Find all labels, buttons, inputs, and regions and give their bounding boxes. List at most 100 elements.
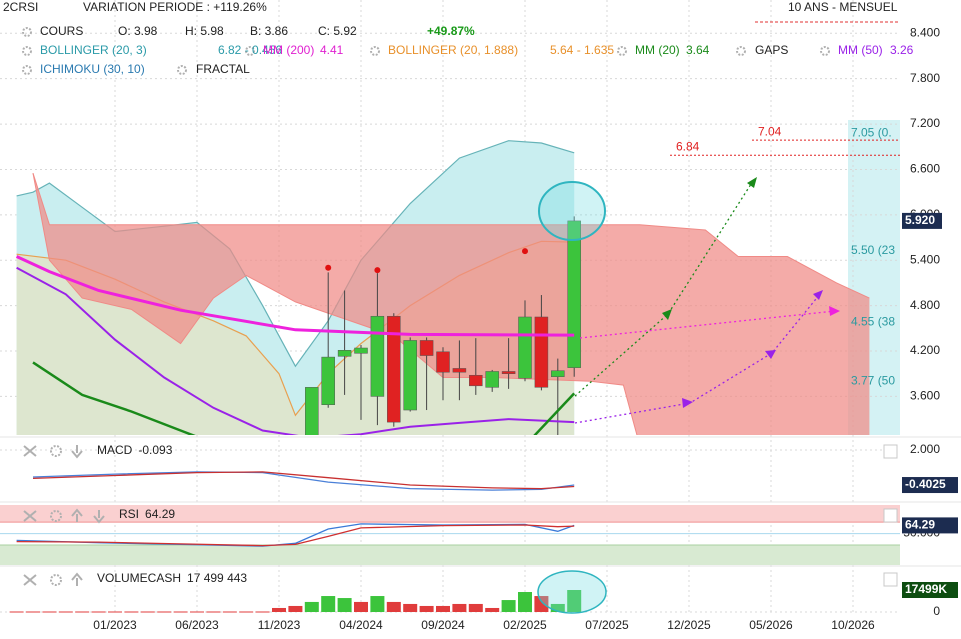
y-tick-label: 4.200: [910, 343, 940, 357]
indicator-value: 4.41: [320, 43, 344, 57]
volume-bar: [124, 611, 139, 613]
indicator-name[interactable]: MM (50): [838, 43, 883, 57]
up-icon[interactable]: [71, 508, 83, 522]
indicator-value: 3.26: [890, 43, 914, 57]
down-icon[interactable]: [93, 510, 105, 524]
close-icon[interactable]: [23, 574, 37, 586]
period[interactable]: 10 ANS - MENSUEL: [788, 0, 898, 14]
volume-bar: [108, 611, 122, 613]
checkbox[interactable]: [883, 508, 898, 523]
projection-arrows: [662, 177, 840, 408]
candle-body: [485, 371, 499, 388]
volume-bar: [567, 590, 582, 612]
value-tag-label: -0.4025: [905, 477, 946, 491]
gear-icon[interactable]: [50, 510, 62, 522]
gear-icon[interactable]: [50, 574, 62, 586]
checkbox[interactable]: [883, 572, 898, 587]
last-price-tag: [902, 212, 942, 229]
quote-high: H: 5.98: [185, 24, 224, 38]
candle-body: [321, 356, 335, 405]
close-icon[interactable]: [23, 510, 37, 522]
volume-panel: [9, 590, 582, 613]
fibo-level: 7.05 (0.: [851, 126, 892, 140]
panel-value: 17 499 443: [187, 571, 247, 585]
x-tick-label: 12/2025: [667, 618, 711, 632]
volume-tools: [23, 572, 83, 586]
gear-icon[interactable]: [50, 445, 62, 457]
x-tick-label: 09/2024: [421, 618, 465, 632]
macd-panel: [32, 471, 575, 491]
panel-title: MACD: [97, 443, 133, 457]
candle-body: [567, 220, 581, 368]
candle-body: [452, 368, 467, 373]
oversold-band: [0, 545, 900, 565]
volume-bar: [386, 601, 401, 612]
indicator-name[interactable]: FRACTAL: [196, 62, 250, 76]
value-tag: [902, 582, 958, 599]
candle-body: [551, 370, 565, 377]
gear-icon[interactable]: [370, 46, 380, 56]
y-tick-label: 7.200: [910, 116, 940, 130]
close-icon[interactable]: [23, 445, 37, 457]
gear-icon[interactable]: [22, 27, 32, 37]
icons: [22, 27, 830, 75]
volume-bar: [140, 611, 155, 613]
volume-bar: [468, 603, 483, 612]
gear-icon[interactable]: [617, 46, 627, 56]
gear-icon[interactable]: [245, 46, 255, 56]
panel-separators: [0, 436, 961, 567]
fractal-dot: [374, 267, 381, 274]
volume-bar: [58, 611, 73, 613]
arrowhead: [747, 177, 757, 188]
value-tag-label: 17499K: [905, 582, 947, 596]
volume-bar: [354, 601, 368, 612]
indicator-value: 3.64: [686, 43, 710, 57]
checkbox[interactable]: [883, 444, 898, 459]
volume-bar: [9, 611, 24, 613]
candle-body: [305, 387, 319, 435]
candle-body: [354, 347, 368, 354]
volume-bar: [452, 603, 467, 612]
y-tick-label: 4.800: [910, 298, 940, 312]
indicator-value: 6.82 - 0.456: [218, 43, 282, 57]
quote-name: COURS: [40, 24, 83, 38]
indicator-name[interactable]: GAPS: [755, 43, 788, 57]
gear-icon[interactable]: [22, 65, 32, 75]
arrowhead: [682, 398, 693, 408]
down-icon[interactable]: [71, 445, 83, 459]
indicator-name[interactable]: MM (200): [263, 43, 314, 57]
candle-body: [403, 340, 417, 411]
volume-bar: [91, 611, 106, 613]
gear-icon[interactable]: [736, 46, 746, 56]
up-icon[interactable]: [71, 572, 83, 586]
fractal-dot: [325, 264, 332, 271]
indicator-name[interactable]: BOLLINGER (20, 1.888): [388, 43, 518, 57]
y-tick-label: 2.000: [910, 442, 940, 456]
fibo-level: 3.77 (50: [851, 374, 895, 388]
quote-close: C: 5.92: [318, 24, 357, 38]
gear-icon[interactable]: [22, 46, 32, 56]
cloud-area: [33, 173, 870, 435]
price-panel: [15, 140, 870, 435]
volume-bar: [272, 607, 286, 612]
checkboxes: [883, 444, 898, 587]
fibo-level: 4.55 (38: [851, 315, 895, 329]
target-label: 6.84: [676, 139, 700, 153]
volume-bar: [337, 598, 352, 612]
y-tick-label: 3.600: [910, 389, 940, 403]
projections: [574, 180, 836, 424]
indicator-name[interactable]: MM (20): [635, 43, 680, 57]
indicator-line: [32, 471, 575, 491]
gear-icon[interactable]: [820, 46, 830, 56]
highlight-circle: [538, 181, 606, 241]
x-tick-label: 11/2023: [258, 618, 301, 632]
volume-bar: [436, 605, 450, 612]
candle-body: [387, 315, 401, 423]
indicator-name[interactable]: ICHIMOKU (30, 10): [40, 62, 145, 76]
volume-bar: [419, 605, 434, 612]
gear-icon[interactable]: [177, 65, 187, 75]
volume-bar: [239, 611, 254, 613]
candle-body: [469, 374, 483, 387]
indicator-name[interactable]: BOLLINGER (20, 3): [40, 43, 147, 57]
